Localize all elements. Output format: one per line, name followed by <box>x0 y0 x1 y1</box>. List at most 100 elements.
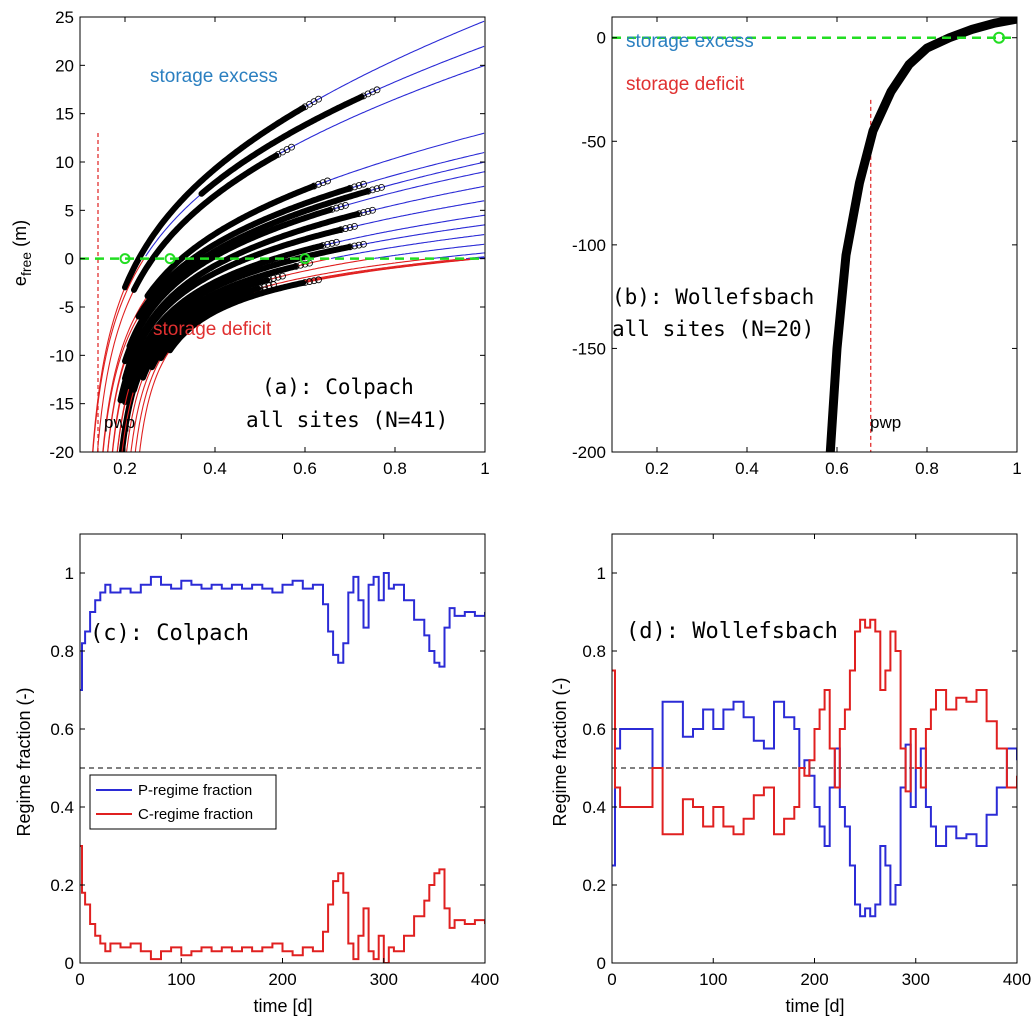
panel-a-frame <box>79 16 486 453</box>
legend-p-label: P-regime fraction <box>138 782 252 799</box>
panel-c-xlabel: time [d] <box>253 996 312 1016</box>
observation-marker <box>369 186 376 194</box>
ytick-label: -15 <box>49 395 74 414</box>
observation-marker <box>297 261 304 269</box>
p-regime-series <box>612 700 1017 918</box>
c-regime-series <box>80 845 485 963</box>
ytick-label: 0.2 <box>50 876 74 895</box>
ytick-label: 0 <box>65 954 74 973</box>
panel-a-axes: 0.2 0.4 0.6 0.8 1 -20 -15 -10 -5 0 5 10 15 20 25 <box>49 8 489 478</box>
excess-curve <box>153 64 485 258</box>
observation-marker <box>324 177 331 185</box>
observation-band <box>135 185 353 320</box>
panel-b-data <box>612 17 1017 452</box>
observation-marker <box>337 226 345 234</box>
observation-marker <box>360 92 367 100</box>
ytick-label: 0.2 <box>582 876 606 895</box>
ytick-label: 5 <box>65 201 74 220</box>
field-capacity-marker <box>164 253 176 265</box>
observation-band <box>126 244 353 390</box>
xtick-label: 0.4 <box>203 459 227 478</box>
observation-marker <box>310 182 318 190</box>
observation-band <box>122 211 361 382</box>
panel-b-pwp-label: pwp <box>870 413 901 432</box>
panel-d-axes: 0 100 200 300 400 0 0.2 0.4 0.6 0.8 1 <box>582 534 1031 989</box>
ytick-label: 0 <box>65 250 74 269</box>
panel-c-ylabel: Regime fraction (-) <box>14 687 34 836</box>
observation-marker <box>292 262 300 270</box>
observation-marker <box>328 205 336 213</box>
xtick-label: 100 <box>167 970 195 989</box>
observation-marker <box>369 206 376 214</box>
observation-marker <box>315 180 322 188</box>
xtick-label: 0 <box>75 970 84 989</box>
ytick-label: 0 <box>597 29 606 48</box>
observation-marker <box>342 225 349 232</box>
panel-a-storage-excess-label: storage excess <box>150 66 278 87</box>
panel-a-data <box>80 20 485 452</box>
observation-marker <box>315 276 322 284</box>
xtick-label: 0.4 <box>735 459 759 478</box>
xtick-label: 100 <box>699 970 727 989</box>
observation-marker <box>337 203 345 211</box>
observation-marker <box>324 240 331 248</box>
xtick-label: 0.6 <box>293 459 317 478</box>
observation-marker <box>364 187 372 195</box>
observation-marker <box>328 239 336 247</box>
observation-band <box>825 17 1017 452</box>
ytick-label: -100 <box>572 236 606 255</box>
panel-b-axes: 0.2 0.4 0.6 0.8 1 -200 -150 -100 -50 0 <box>572 17 1022 478</box>
observation-marker <box>333 204 340 212</box>
ytick-label: -50 <box>581 132 606 151</box>
observation-marker <box>288 143 295 151</box>
deficit-curve <box>829 18 1017 452</box>
ytick-label: 0.6 <box>50 720 74 739</box>
observation-band <box>131 277 271 393</box>
observation-marker <box>301 260 309 268</box>
observation-marker <box>355 210 363 218</box>
observation-band <box>122 206 334 365</box>
observation-marker <box>373 86 381 94</box>
panel-d-wollefsbach-regime: 0 100 200 300 400 0 0.2 0.4 0.6 0.8 1 Regime fract… <box>550 533 1031 1016</box>
observation-marker <box>355 182 363 189</box>
ytick-label: 1 <box>597 564 606 583</box>
ytick-label: 25 <box>55 8 74 27</box>
panel-a-storage-deficit-label: storage deficit <box>153 319 272 340</box>
xtick-label: 0.8 <box>915 459 939 478</box>
xtick-label: 200 <box>268 970 296 989</box>
observation-marker <box>351 242 358 250</box>
observation-band <box>122 104 307 291</box>
ytick-label: -200 <box>572 443 606 462</box>
observation-band <box>117 226 344 404</box>
panel-d-ylabel: Regime fraction (-) <box>550 677 570 826</box>
xtick-label: 400 <box>1003 970 1031 989</box>
ytick-label: 15 <box>55 105 74 124</box>
ytick-label: 0.8 <box>582 642 606 661</box>
legend-c-label: C-regime fraction <box>138 806 253 823</box>
observation-band <box>131 152 280 293</box>
ytick-label: 0.4 <box>582 798 606 817</box>
panel-c-axes: 0 100 200 300 400 0 0.2 0.4 0.6 0.8 1 <box>50 534 499 989</box>
excess-curve <box>374 243 485 259</box>
observation-marker <box>279 272 286 280</box>
observation-marker <box>373 185 381 193</box>
observation-marker <box>378 183 385 191</box>
observation-marker <box>360 209 367 216</box>
xtick-label: 200 <box>800 970 828 989</box>
panel-b-title-line1: (b): Wollefsbach <box>612 285 814 309</box>
xtick-label: 400 <box>471 970 499 989</box>
panel-a-title-line1: (a): Colpach <box>262 375 414 399</box>
observation-marker <box>351 222 358 230</box>
panel-d-xlabel: time [d] <box>785 996 844 1016</box>
observation-marker <box>333 238 340 246</box>
ytick-label: -5 <box>59 298 74 317</box>
observation-marker <box>310 277 318 285</box>
panel-c-legend: P-regime fraction C-regime fraction <box>89 774 277 830</box>
observation-marker <box>319 179 327 187</box>
excess-curve <box>139 20 485 257</box>
ytick-label: 0.8 <box>50 642 74 661</box>
excess-curve <box>330 234 485 260</box>
xtick-label: 0.6 <box>825 459 849 478</box>
xtick-label: 0 <box>607 970 616 989</box>
